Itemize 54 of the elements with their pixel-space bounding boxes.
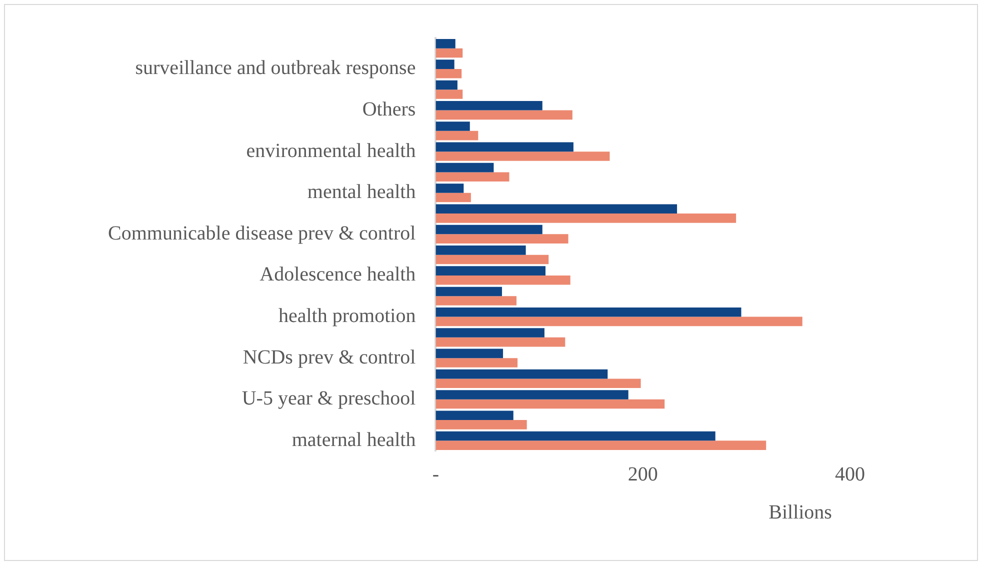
bar	[436, 275, 570, 285]
bar	[436, 80, 458, 90]
bar	[436, 410, 514, 420]
bar	[436, 358, 518, 368]
bar	[436, 100, 542, 110]
bar	[436, 192, 471, 202]
bar	[436, 122, 470, 131]
y-tick-label: maternal health	[292, 428, 416, 451]
bar	[436, 214, 736, 223]
bar	[436, 130, 478, 140]
y-tick-label: U-5 year & preschool	[242, 388, 416, 410]
bar	[436, 316, 802, 326]
y-tick-label: health promotion	[278, 305, 416, 328]
bar	[436, 234, 568, 244]
bar	[436, 378, 641, 388]
y-tick-label: Adolescence health	[260, 264, 416, 286]
bar	[436, 184, 464, 193]
bar	[436, 369, 608, 379]
bar	[436, 286, 502, 296]
bar	[436, 440, 766, 450]
bar	[436, 152, 610, 161]
x-tick-label: 400	[835, 463, 865, 486]
x-axis-title: Billions	[768, 501, 832, 524]
bar	[436, 328, 544, 338]
bar	[436, 110, 572, 120]
bar	[436, 246, 526, 255]
bar	[436, 60, 454, 69]
bar	[436, 142, 574, 152]
x-tick-label: -	[432, 463, 440, 486]
bar	[436, 431, 716, 441]
bar	[436, 399, 665, 409]
y-tick-label: environmental health	[246, 140, 416, 162]
bar	[436, 204, 678, 214]
bar	[436, 162, 494, 172]
y-tick-label: NCDs prev & control	[242, 346, 416, 368]
bar	[436, 90, 463, 99]
y-tick-label: mental health	[307, 181, 416, 204]
bar	[436, 296, 516, 306]
bar	[436, 254, 549, 264]
bar	[436, 266, 546, 276]
bar	[436, 172, 510, 182]
y-tick-label: Others	[362, 98, 416, 121]
y-tick-label: Communicable disease prev & control	[108, 222, 416, 244]
x-tick-label: 200	[628, 463, 658, 486]
bar	[436, 348, 504, 358]
bar	[436, 224, 542, 234]
bar	[436, 337, 566, 347]
bar	[436, 307, 742, 317]
bar	[436, 39, 456, 48]
bar	[436, 68, 462, 78]
y-tick-label: surveillance and outbreak response	[135, 57, 416, 80]
bar	[436, 390, 628, 400]
bar	[436, 48, 463, 58]
bar	[436, 420, 527, 430]
